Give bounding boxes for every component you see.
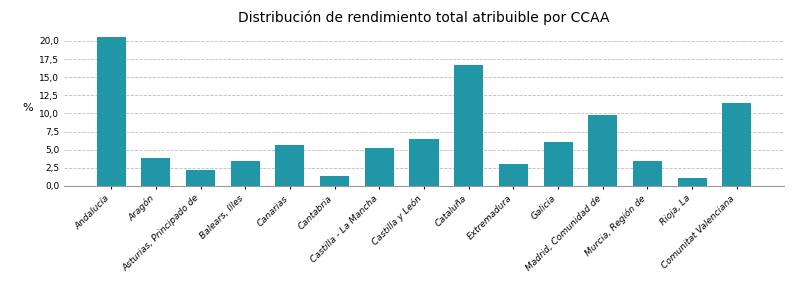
- Bar: [186, 170, 215, 186]
- Bar: [230, 161, 260, 186]
- Title: Distribución de rendimiento total atribuible por CCAA: Distribución de rendimiento total atribu…: [238, 10, 610, 25]
- Bar: [454, 65, 483, 186]
- Bar: [633, 160, 662, 186]
- Bar: [588, 115, 618, 186]
- Bar: [97, 37, 126, 186]
- Bar: [722, 103, 751, 186]
- Bar: [410, 139, 438, 186]
- Y-axis label: %: %: [22, 103, 34, 113]
- Bar: [678, 178, 706, 186]
- Bar: [543, 142, 573, 186]
- Bar: [275, 145, 305, 186]
- Bar: [142, 158, 170, 186]
- Bar: [499, 164, 528, 186]
- Bar: [320, 176, 349, 186]
- Bar: [365, 148, 394, 186]
